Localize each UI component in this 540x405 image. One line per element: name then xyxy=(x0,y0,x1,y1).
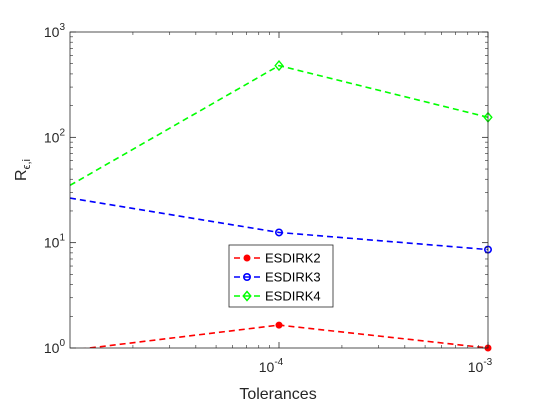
y-tick-label: 101 xyxy=(44,233,66,251)
marker-layer xyxy=(274,59,493,352)
tick-layer: 100 101 102 103 10-4 10-3 xyxy=(44,22,493,375)
y-tick-label: 100 xyxy=(44,338,66,356)
y-tick-label: 102 xyxy=(44,127,66,145)
data-point xyxy=(274,59,284,72)
legend-label: ESDIRK2 xyxy=(265,251,321,266)
series-line xyxy=(70,197,488,251)
legend-label: ESDIRK4 xyxy=(265,289,321,304)
y-axis-label: Rϵ,i xyxy=(13,159,33,181)
series-line xyxy=(70,64,488,187)
data-point xyxy=(243,254,251,262)
y-axis-label-subscript: ϵ,i xyxy=(21,159,33,169)
data-point xyxy=(274,228,283,237)
data-point xyxy=(243,272,252,281)
series-layer xyxy=(70,64,488,348)
x-axis-label: Tolerances xyxy=(239,386,316,403)
x-tick-label: 10-3 xyxy=(468,357,493,375)
legend: ESDIRK2 ESDIRK3 ESDIRK4 xyxy=(228,244,334,308)
x-tick-label: 10-4 xyxy=(259,357,284,375)
y-tick-label: 103 xyxy=(44,22,66,40)
data-point xyxy=(242,290,252,302)
y-axis-label-main: R xyxy=(13,169,30,181)
legend-label: ESDIRK3 xyxy=(265,270,321,285)
data-point xyxy=(275,321,283,329)
